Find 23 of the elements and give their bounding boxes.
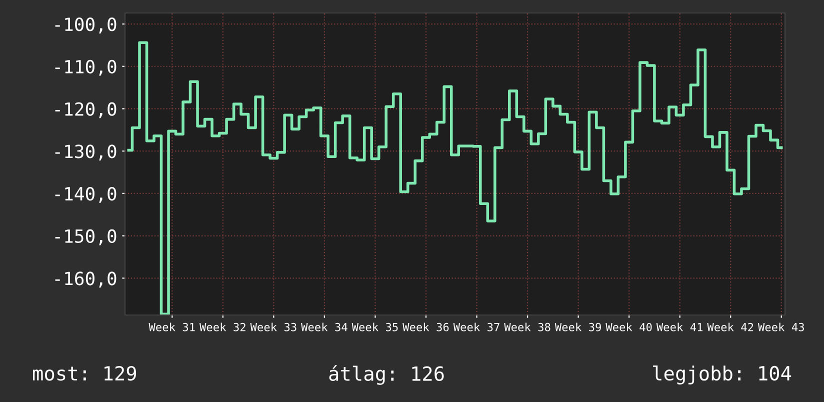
y-tick-label: -110,0 bbox=[55, 60, 116, 76]
x-tick-label: Week 34 bbox=[301, 322, 348, 332]
x-tick-label: Week 39 bbox=[554, 322, 601, 332]
y-tick-label: -130,0 bbox=[55, 144, 116, 161]
x-tick-label: Week 37 bbox=[453, 322, 500, 332]
x-tick-label: Week 33 bbox=[250, 322, 296, 332]
x-tick-label: Week 36 bbox=[402, 322, 449, 332]
x-tick-label: Week 41 bbox=[656, 322, 702, 332]
x-tick-label: Week 38 bbox=[504, 322, 550, 332]
text: átlag: 126 bbox=[329, 365, 444, 385]
y-tick-label: -150,0 bbox=[55, 229, 116, 246]
y-tick-label: -160,0 bbox=[55, 272, 116, 288]
x-tick-label: Week 42 bbox=[707, 322, 754, 332]
y-tick-label: -100,0 bbox=[55, 18, 116, 34]
text: most: 129 bbox=[33, 366, 136, 381]
text: legjobb: 104 bbox=[653, 365, 792, 385]
y-tick-label: -140,0 bbox=[55, 186, 116, 203]
x-tick-label: Week 43 bbox=[758, 322, 804, 332]
y-tick-label: -120,0 bbox=[55, 102, 116, 118]
x-tick-label: Week 32 bbox=[200, 322, 246, 332]
x-tick-label: Week 35 bbox=[352, 322, 398, 332]
x-tick-label: Week 31 bbox=[148, 322, 195, 332]
x-tick-label: Week 40 bbox=[606, 322, 652, 332]
